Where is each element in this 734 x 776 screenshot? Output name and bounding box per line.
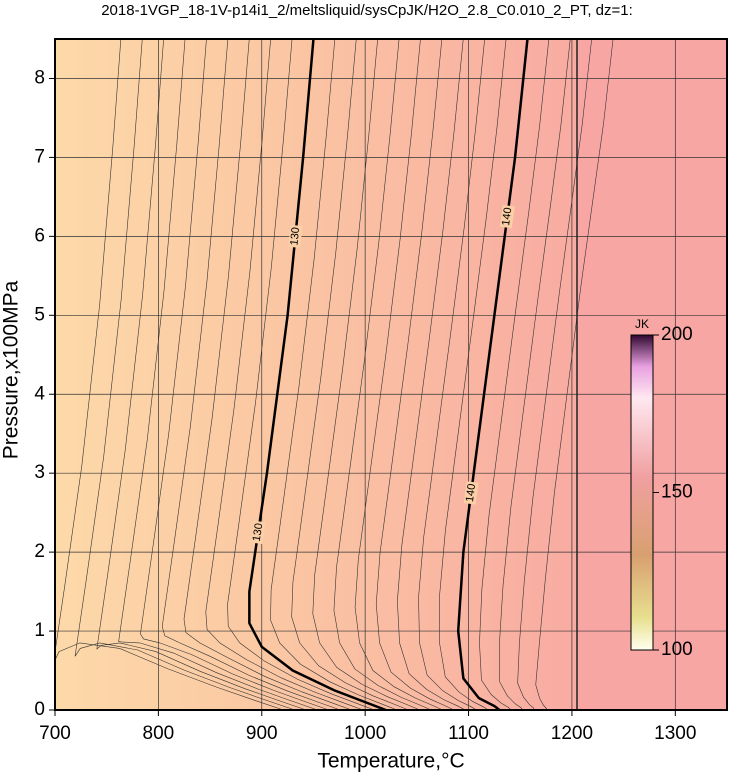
y-tick-label: 7 [34,146,45,167]
minor-contour [205,39,364,710]
minor-contour [55,39,284,710]
contour-label-bg [499,204,515,229]
contour-label: 140 [500,207,514,227]
colorbar-tick-label: 100 [661,639,693,660]
minor-contour [291,39,409,710]
minor-contour [312,39,421,710]
minor-contour [354,39,443,710]
colorbar-label: JK [635,317,649,331]
y-tick-label: 0 [34,699,45,720]
colorbar [630,334,654,651]
minor-contour [183,39,352,710]
y-tick-label: 5 [34,304,45,325]
chart-title: 2018-1VGP_18-1V-p14i1_2/meltsliquid/sysC… [101,2,633,19]
contour-line [248,39,387,710]
y-tick-label: 6 [34,225,45,246]
contour-label: 130 [288,227,302,246]
minor-contour [140,39,330,710]
x-tick-label: 1200 [551,723,593,744]
x-tick-label: 1000 [344,723,386,744]
plot-frame [54,38,728,711]
y-tick-label: 3 [34,462,45,483]
contour-label: 130 [251,522,266,542]
minor-contour [439,39,507,710]
contour-label-bg [288,224,303,248]
x-tick-label: 1100 [448,723,489,744]
plot-area: 130 130 140 140 [55,39,727,710]
contour-label-bg [250,520,266,545]
y-tick-label: 4 [34,383,45,404]
colorbar-tick-label: 150 [661,482,693,503]
y-tick-label: 8 [34,67,45,88]
x-tick-label: 700 [39,723,71,744]
x-tick-label: 800 [143,723,175,744]
contour-label-group: 140 [499,204,515,229]
minor-contour [375,39,455,710]
plot-background [55,39,577,710]
contour-label: 140 [464,483,478,503]
minor-contour [418,39,485,710]
contour-label-bg [463,481,479,505]
contour-label-group: 140 [463,481,479,505]
minor-contour [517,39,592,710]
minor-contour [333,39,432,710]
contour-label-group: 130 [250,520,266,545]
minor-contour [74,39,295,710]
minor-contour [118,39,318,710]
x-axis-label: Temperature,°C [317,750,464,773]
contour-label-group: 130 [288,224,303,248]
minor-contour [270,39,398,710]
minor-contour [161,39,341,710]
x-tick-label: 900 [246,723,278,744]
x-tick-label: 1300 [654,723,696,744]
minor-contour [227,39,375,710]
y-tick-label: 2 [34,541,45,562]
minor-contour [96,39,307,710]
minor-contour [535,39,614,710]
minor-contour [479,39,550,710]
minor-contour [397,39,466,710]
colorbar-tick-label: 200 [661,324,693,345]
minor-contour [499,39,571,710]
y-axis-label: Pressure,x100MPa [0,280,23,459]
y-tick-label: 1 [34,620,45,641]
